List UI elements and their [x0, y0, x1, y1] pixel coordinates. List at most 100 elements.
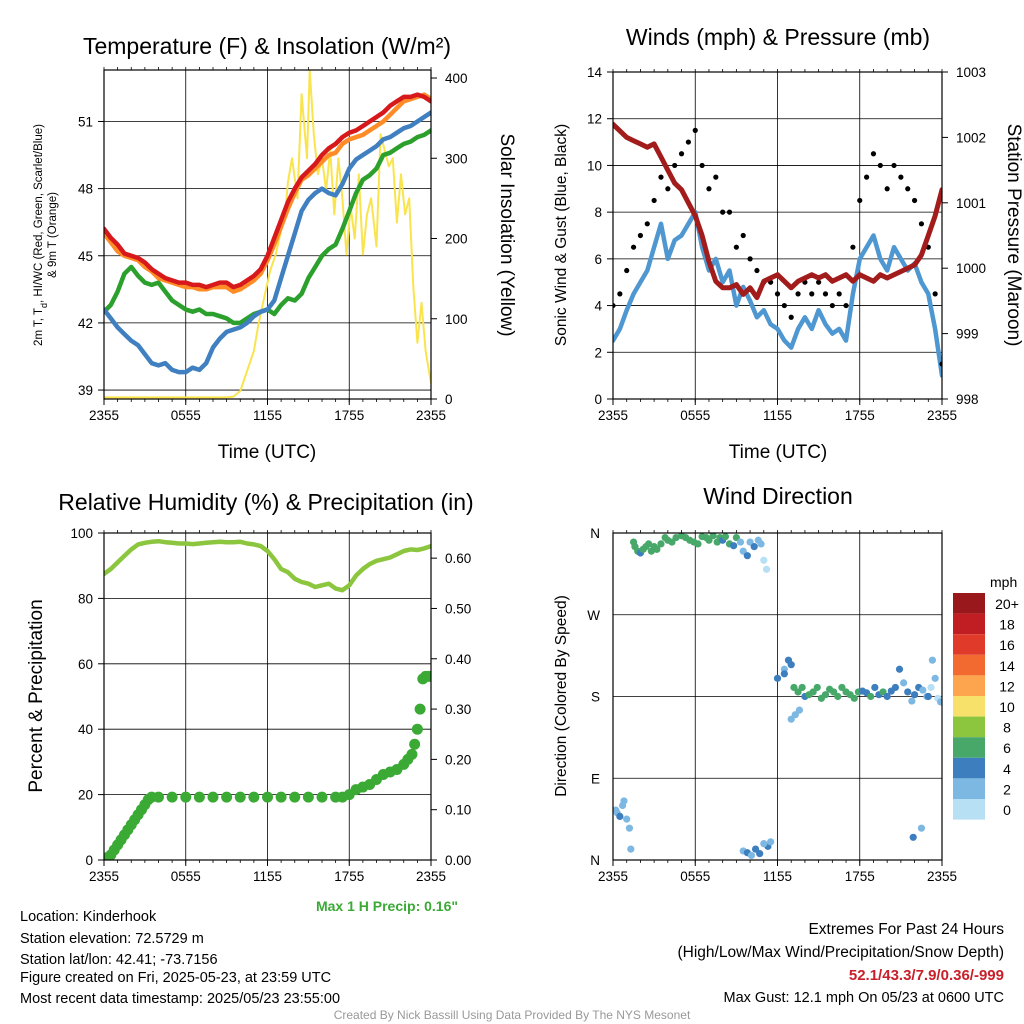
temperature-x-label: Time (UTC) — [218, 442, 317, 463]
winds-x-tick-label: 2355 — [598, 408, 628, 423]
wind-direction-point — [867, 692, 875, 701]
winds-y2-tick-label: 1002 — [956, 130, 986, 145]
station-location: Location: Kinderhook — [20, 909, 157, 925]
winds-series-1-point — [774, 291, 781, 297]
winds-y-tick-label: 12 — [587, 112, 602, 127]
figure-created: Figure created on Fri, 2025-05-23, at 23… — [20, 970, 331, 986]
humidity-series-1-point — [411, 723, 423, 735]
humidity-grid — [98, 530, 437, 866]
speed-legend-swatch — [953, 654, 985, 676]
humidity-series-1-point — [248, 791, 260, 803]
wind-direction-title: Wind Direction — [703, 483, 853, 509]
wind-direction-point — [709, 533, 717, 540]
temperature-y-tick-label: 39 — [78, 383, 93, 398]
winds-plot — [613, 121, 942, 378]
winds-series-1-point — [911, 197, 918, 204]
wind-direction-x-tick-label: 1755 — [845, 869, 875, 884]
humidity-series-1-point — [234, 791, 246, 803]
winds-x-tick-label: 1755 — [845, 408, 875, 423]
humidity-marks — [104, 538, 431, 860]
temperature-frame — [103, 69, 432, 400]
humidity-y-tick-label: 0 — [85, 853, 93, 868]
wind-direction-point — [760, 840, 768, 848]
wind-direction-y-tick-label: S — [591, 690, 600, 705]
winds-series-1-point — [850, 244, 856, 250]
speed-legend-label: 4 — [1003, 761, 1011, 777]
winds-series-1-point — [754, 267, 760, 274]
winds-y-tick-label: 4 — [594, 299, 602, 314]
winds-series-1-point — [843, 302, 849, 309]
winds-series-1-point — [658, 174, 664, 180]
wind-direction-point — [627, 845, 635, 853]
wind-direction-y-tick-label: W — [587, 608, 600, 623]
humidity-series-0-line — [104, 538, 431, 593]
wind-direction-point — [883, 692, 891, 701]
winds-series-1-point — [870, 151, 877, 157]
credit-line: Created By Nick Bassill Using Data Provi… — [334, 1008, 691, 1022]
winds-y-tick-label: 10 — [587, 158, 602, 173]
wind-direction-point — [900, 679, 908, 687]
wind-direction-point — [795, 706, 804, 714]
winds-series-2-line — [613, 121, 942, 301]
speed-legend-title: mph — [990, 574, 1017, 590]
speed-legend: 20+ 18 16 14 12 10 8 6 4 2 0 — [953, 593, 1019, 820]
speed-legend-label: 14 — [999, 658, 1015, 674]
wind-direction-point — [787, 661, 795, 669]
temperature-y-label: 2m T, Td, HI/WC (Red, Green, Scarlet/Blu… — [33, 124, 59, 346]
wind-direction-plot — [613, 533, 942, 860]
wind-direction-point — [928, 656, 937, 664]
extremes-title: Extremes For Past 24 Hours — [808, 921, 1004, 938]
wind-direction-point — [931, 674, 939, 682]
humidity-series-1-point — [275, 791, 287, 803]
wind-direction-point — [813, 683, 821, 692]
wind-direction-point — [780, 670, 788, 678]
humidity-y2-tick-label: 0.00 — [445, 853, 471, 868]
temperature-x-tick-label: 2355 — [416, 408, 446, 423]
wind-direction-point — [736, 538, 745, 546]
wind-direction-point — [756, 850, 764, 858]
temperature-series-2-line — [104, 110, 431, 375]
winds-y2-tick-label: 1000 — [956, 261, 986, 276]
winds-series-1-point — [630, 244, 637, 250]
winds-series-1-point — [809, 291, 815, 297]
wind-direction-point — [653, 545, 661, 553]
humidity-series-1-point — [302, 791, 314, 803]
temperature-x-tick-label: 1755 — [334, 408, 364, 423]
temperature-series-0-line — [104, 70, 431, 399]
insolation-y2-label: Solar Insolation (Yellow) — [496, 133, 517, 336]
speed-legend-label: 8 — [1003, 720, 1011, 736]
winds-y-tick-label: 2 — [594, 345, 602, 360]
winds-series-1-point — [877, 162, 883, 169]
wind-direction-point — [645, 540, 653, 548]
wind-direction-point — [821, 691, 830, 699]
wind-direction-point — [620, 797, 628, 805]
speed-legend-swatch — [953, 613, 985, 635]
winds-series-1-point — [857, 197, 863, 204]
extremes-block: Extremes For Past 24 Hours (High/Low/Max… — [678, 921, 1005, 1006]
temperature-y2-tick-label: 200 — [445, 232, 468, 247]
temperature-panel: Temperature (F) & Insolation (W/m²) 2m T… — [33, 33, 517, 463]
wind-direction-point — [743, 552, 751, 560]
temperature-y-label-line1: 2m T, Td, HI/WC (Red, Green, Scarlet/Blu… — [33, 124, 49, 346]
temperature-x-tick-label: 2355 — [89, 408, 119, 423]
humidity-series-1-point — [193, 791, 205, 803]
pressure-y2-label: Station Pressure (Maroon) — [1003, 124, 1024, 347]
wind-direction-y-tick-label: E — [591, 771, 600, 786]
winds-series-1-point — [637, 232, 644, 239]
winds-series-1-point — [644, 221, 650, 227]
humidity-y-label: Percent & Precipitation — [26, 599, 47, 792]
winds-y-tick-label: 0 — [594, 392, 602, 407]
wind-direction-y-tick-label: N — [590, 526, 600, 541]
wind-direction-point — [694, 540, 702, 548]
extremes-values: 52.1/43.3/7.9/0.36/-999 — [849, 967, 1004, 984]
winds-series-1-point — [918, 221, 925, 227]
wind-direction-point — [760, 556, 768, 564]
temperature-y2-tick-label: 300 — [445, 151, 468, 166]
winds-series-1-point — [816, 279, 822, 285]
humidity-y2-tick-label: 0.60 — [445, 551, 471, 566]
speed-legend-swatch — [953, 737, 985, 758]
wind-direction-point — [834, 692, 842, 701]
temperature-x-tick-label: 0555 — [171, 408, 201, 423]
wind-direction-x-tick-label: 2355 — [927, 869, 957, 884]
winds-series-1-point — [665, 186, 671, 192]
